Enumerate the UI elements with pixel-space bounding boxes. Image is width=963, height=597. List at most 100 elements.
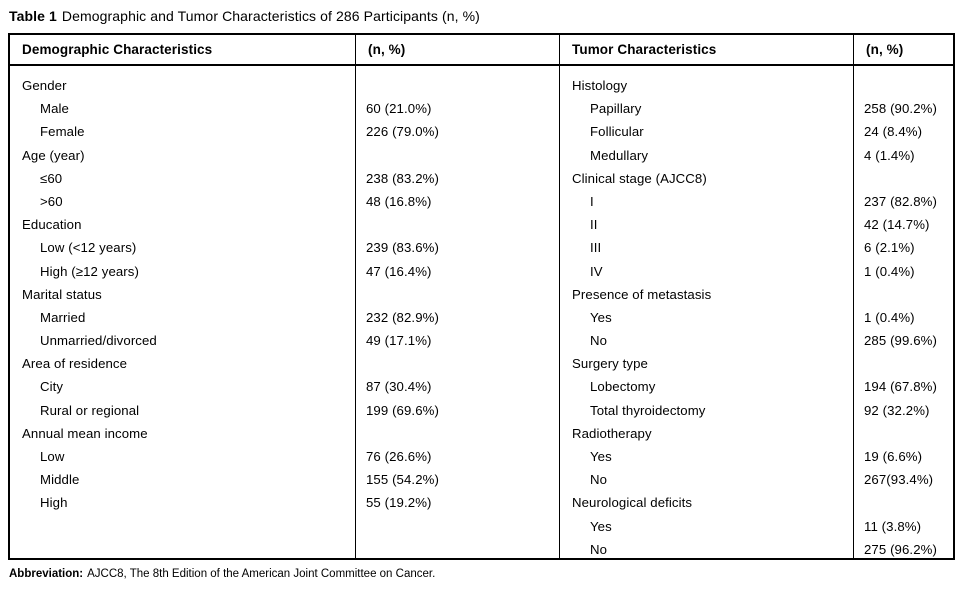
demographic-value-column: 60 (21.0%) 226 (79.0%) 238 (83.2%) 48 (16.8… [356,66,560,558]
row-item-label: Papillary [590,101,642,117]
row-category-label: Area of residence [22,356,128,372]
table-title-text: Demographic and Tumor Characteristics of… [61,8,480,24]
row-item-label: Yes [590,518,612,534]
row-item-label: Low [40,449,65,464]
row-item-label: III [590,240,602,256]
row-item-label: High (≥12 years) [40,263,139,279]
row-item-label: City [40,379,64,395]
row-item-label: I [590,193,594,209]
tumor-label-column: Histology Papillary Follicular Medullary Cli… [560,66,854,558]
row-value [854,422,953,445]
table-header-row: Demographic Characteristics (n, %) Tumor… [10,35,953,66]
row-value: 55 (19.2%) [366,495,432,511]
row-value: 87 (30.4%) [366,379,432,395]
row-value: 199 (69.6%) [366,402,439,418]
row-value [356,213,559,236]
row-value [854,74,953,97]
abbreviation-footnote: Abbreviation: AJCC8, The 8th Edition of t… [9,567,435,582]
row-item-label: Rural or regional [40,402,140,418]
row-item-label: Married [40,309,86,325]
row-value: 232 (82.9%) [366,309,439,325]
row-value: 24 (8.4%) [864,124,923,140]
row-item-label: ≤60 [40,170,63,186]
row-item-label: No [590,333,608,349]
row-category-label: Surgery type [572,356,648,372]
row-value: 226 (79.0%) [366,124,439,140]
table-title-number: Table 1 [9,8,57,24]
row-value: 238 (83.2%) [366,170,439,186]
tumor-value-column: 258 (90.2%) 24 (8.4%) 4 (1.4%) 237 (82.8%) 4… [854,66,953,558]
row-value: 49 (17.1%) [366,333,432,349]
row-value: 1 (0.4%) [864,309,915,325]
row-value [356,515,559,538]
row-category-label: Education [22,217,82,233]
table-body: Gender Male Female Age (year) ≤60 >60 Educatio… [10,66,953,558]
row-item-label: Yes [590,449,612,464]
row-value: 6 (2.1%) [864,240,915,256]
row-item-label: Low (<12 years) [40,240,137,256]
row-value [356,422,559,445]
row-value [854,167,953,190]
row-value: 48 (16.8%) [366,193,432,209]
row-value: 267(93.4%) [864,472,934,488]
row-category-label: Age (year) [22,147,85,163]
row-category-label: Histology [572,78,628,93]
row-value [854,283,953,306]
row-value [356,283,559,306]
header-tumor-n-pct: (n, %) [866,42,904,57]
row-value: 42 (14.7%) [864,217,930,233]
row-value [356,144,559,167]
row-item-label: Total thyroidectomy [590,402,706,418]
row-category-label [10,515,355,538]
row-value: 1 (0.4%) [864,263,915,279]
row-value: 19 (6.6%) [864,449,923,464]
row-value: 92 (32.2%) [864,402,930,418]
demographic-label-column: Gender Male Female Age (year) ≤60 >60 Educatio… [10,66,356,558]
row-category-label: Marital status [22,286,102,302]
row-item-label: Medullary [590,147,649,163]
row-category-label: Gender [22,78,67,93]
row-value [854,491,953,514]
row-category-label: Clinical stage (AJCC8) [572,170,707,186]
row-item-label: Unmarried/divorced [40,333,157,349]
row-value [356,538,559,558]
row-value: 285 (99.6%) [864,333,937,349]
table-title: Table 1 Demographic and Tumor Characteris… [9,7,480,26]
row-value [356,74,559,97]
row-item-label: Female [40,124,85,140]
row-category-label: Radiotherapy [572,425,652,441]
row-item-label: No [590,472,608,488]
row-item-label: High [40,495,68,511]
row-category-label: Annual mean income [22,425,148,441]
row-value: 155 (54.2%) [366,472,439,488]
row-category-label [10,538,355,558]
row-item-label: Yes [590,309,612,325]
row-value: 258 (90.2%) [864,101,937,117]
row-item-label: Male [40,101,69,117]
row-item-label: IV [590,263,603,279]
row-item-label: No [590,541,608,557]
row-value: 11 (3.8%) [864,518,922,534]
abbreviation-label: Abbreviation: [9,568,84,580]
row-value: 239 (83.6%) [366,240,439,256]
row-category-label: Neurological deficits [572,495,693,511]
row-value: 194 (67.8%) [864,379,937,395]
row-item-label: Middle [40,472,80,488]
row-value: 60 (21.0%) [366,101,432,117]
header-demographic-n-pct: (n, %) [356,35,560,64]
row-value: 76 (26.6%) [366,449,432,464]
header-demographic-characteristics: Demographic Characteristics [10,35,356,64]
row-value: 4 (1.4%) [864,147,915,163]
row-item-label: >60 [40,193,63,209]
row-item-label: Lobectomy [590,379,656,395]
header-tumor-characteristics: Tumor Characteristics [560,35,854,64]
row-value [356,352,559,375]
row-value: 275 (96.2%) [864,541,937,557]
row-category-label: Presence of metastasis [572,286,712,302]
characteristics-table: Demographic Characteristics (n, %) Tumor… [8,33,955,560]
row-value [854,352,953,375]
row-value: 237 (82.8%) [864,193,937,209]
row-value: 47 (16.4%) [366,263,432,279]
row-item-label: Follicular [590,124,644,140]
